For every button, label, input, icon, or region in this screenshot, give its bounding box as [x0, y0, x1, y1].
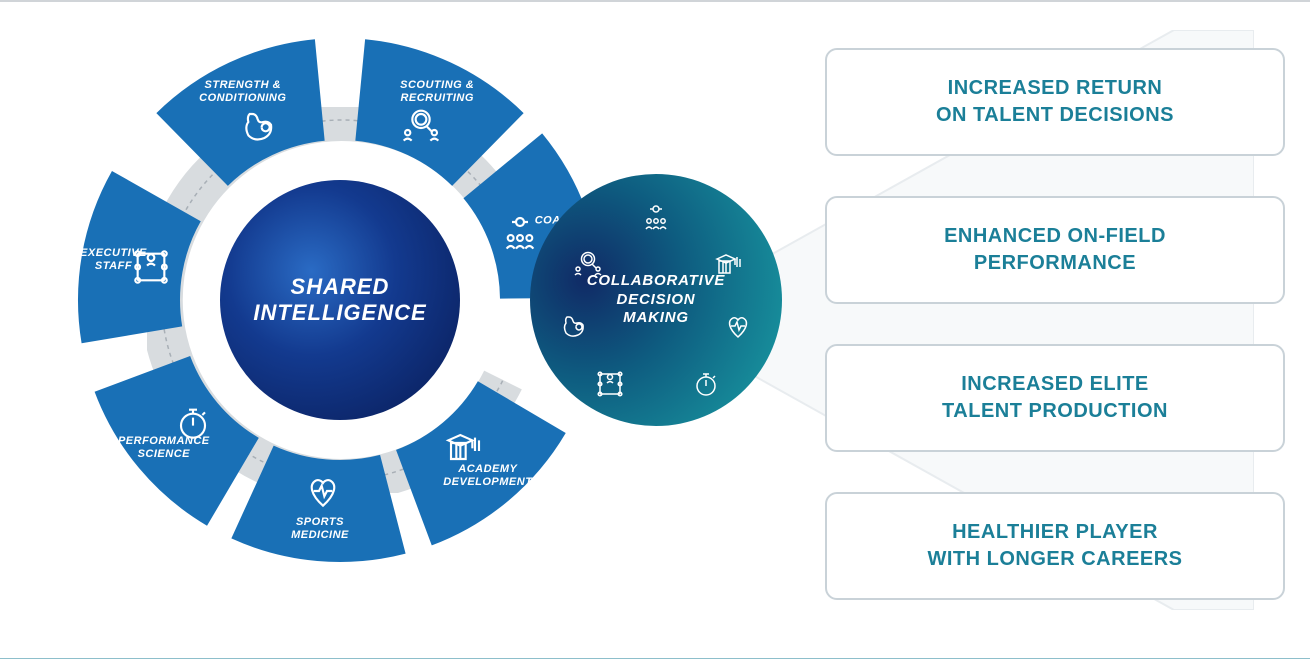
hub-line2: INTELLIGENCE [253, 300, 426, 325]
hub-line1: SHARED [291, 274, 390, 299]
bicep-icon [559, 311, 589, 341]
scout-search-icon [573, 249, 603, 279]
bicep-icon [239, 106, 279, 146]
outcome-2-line2: TALENT PRODUCTION [942, 400, 1168, 422]
segment-label-medicine: SPORTSMEDICINE [270, 516, 370, 542]
scout-search-icon [401, 106, 441, 146]
top-border [0, 0, 1310, 2]
stopwatch-icon [691, 369, 721, 399]
whistle-team-icon [641, 203, 671, 233]
outcome-3-line1: HEALTHIER PLAYER [952, 521, 1158, 543]
bottom-rule [0, 658, 1310, 659]
heart-pulse-icon [303, 471, 343, 511]
segment-label-scouting: SCOUTING &RECRUITING [387, 78, 487, 104]
outcome-3-line2: WITH LONGER CAREERS [927, 548, 1182, 570]
org-network-icon [595, 369, 625, 399]
outcome-box-2: INCREASED ELITE TALENT PRODUCTION [825, 344, 1285, 452]
outcome-box-3: HEALTHIER PLAYER WITH LONGER CAREERS [825, 492, 1285, 600]
outcome-1-line2: PERFORMANCE [974, 252, 1136, 274]
stopwatch-icon [173, 403, 213, 443]
shared-intelligence-hub: SHARED INTELLIGENCE [220, 180, 460, 420]
whistle-team-icon [500, 214, 540, 254]
shared-intelligence-wheel: COACHSCOUTING &RECRUITINGSTRENGTH &CONDI… [75, 35, 605, 565]
outcome-2-line1: INCREASED ELITE [961, 373, 1149, 395]
outcome-0-line1: INCREASED RETURN [948, 77, 1163, 99]
collab-line3: MAKING [623, 309, 689, 326]
collab-line2: DECISION [617, 291, 696, 308]
segment-label-strength: STRENGTH &CONDITIONING [193, 78, 293, 104]
heart-pulse-icon [723, 311, 753, 341]
collab-title: COLLABORATIVE DECISION MAKING [586, 272, 726, 328]
collab-line1: COLLABORATIVE [587, 272, 725, 289]
outcome-box-0: INCREASED RETURN ON TALENT DECISIONS [825, 48, 1285, 156]
org-network-icon [131, 247, 171, 287]
books-grad-icon [713, 249, 743, 279]
outcome-box-1: ENHANCED ON-FIELD PERFORMANCE [825, 196, 1285, 304]
books-grad-icon [443, 427, 483, 467]
outcome-1-line1: ENHANCED ON-FIELD [944, 225, 1166, 247]
outcome-0-line2: ON TALENT DECISIONS [936, 104, 1174, 126]
outcomes-column: INCREASED RETURN ON TALENT DECISIONS ENH… [825, 48, 1285, 600]
collaborative-circle: COLLABORATIVE DECISION MAKING [530, 174, 782, 426]
